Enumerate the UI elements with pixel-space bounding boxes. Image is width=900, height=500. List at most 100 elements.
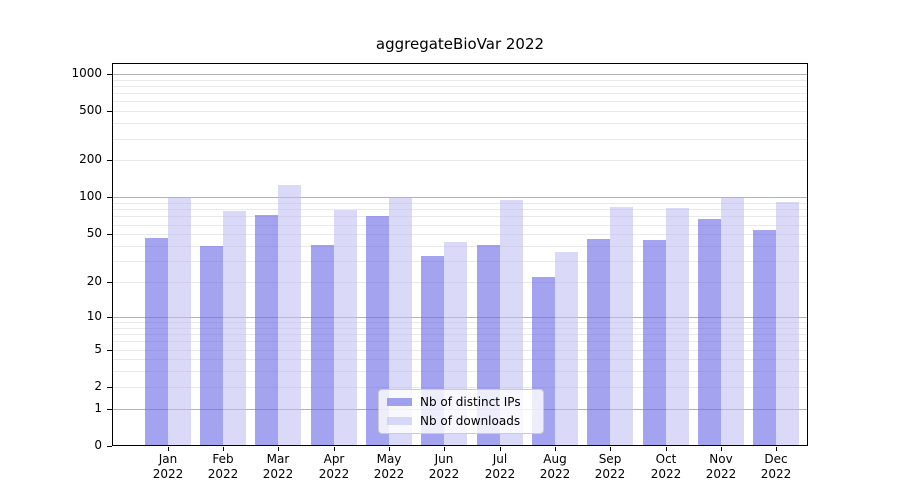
y-axis-tick-label-1000: 1000 [71,66,102,80]
gridline-minor-400 [113,123,807,124]
y-axis-tick-label-5: 5 [94,342,102,356]
gridline-minor-70 [113,216,807,217]
y-axis-tick-20 [107,282,112,283]
gridline-minor-60 [113,225,807,226]
x-axis-label-aug: Aug 2022 [527,452,583,482]
x-axis-month: Dec [764,452,788,466]
gridline-minor-50 [113,234,807,235]
y-axis-tick-label-10: 10 [86,309,102,323]
x-axis-month: Jul [492,452,508,466]
x-axis-year: 2022 [650,467,682,481]
y-axis-tick-label-20: 20 [86,274,102,288]
y-axis-tick-label-0: 0 [94,438,102,452]
x-axis-label-jul: Jul 2022 [472,452,528,482]
x-axis-month: Nov [709,452,733,466]
x-axis-label-oct: Oct 2022 [638,452,694,482]
bar-distinct-ips-apr [310,244,334,446]
legend-swatch-distinct-ips [387,398,412,406]
x-axis-month: May [376,452,402,466]
gridline-minor-200 [113,160,807,161]
x-axis-tick-jul [500,447,501,451]
x-axis-year: 2022 [484,467,516,481]
legend-label-distinct-ips: Nb of distinct IPs [420,395,521,409]
x-axis-month: Jan [158,452,178,466]
x-axis-month: Apr [323,452,345,466]
gridline-minor-700 [113,93,807,94]
y-axis-tick-2 [107,387,112,388]
x-axis-year: 2022 [318,467,350,481]
x-axis-year: 2022 [705,467,737,481]
gridline-minor-900 [113,80,807,81]
x-axis-label-apr: Apr 2022 [306,452,362,482]
y-axis-tick-0 [107,446,112,447]
y-axis-tick-5 [107,350,112,351]
bar-downloads-sep [610,207,634,446]
y-axis-tick-label-1: 1 [94,401,102,415]
x-axis-tick-sep [610,447,611,451]
x-axis-label-may: May 2022 [361,452,417,482]
x-axis-label-feb: Feb 2022 [195,452,251,482]
bar-downloads-apr [333,210,357,446]
x-axis-tick-jan [168,447,169,451]
x-axis-month: Feb [212,452,234,466]
x-axis-year: 2022 [594,467,626,481]
y-axis-tick-label-100: 100 [79,189,102,203]
y-axis-tick-50 [107,234,112,235]
x-axis-label-mar: Mar 2022 [250,452,306,482]
gridline-minor-600 [113,101,807,102]
bar-distinct-ips-nov [698,218,721,446]
bar-downloads-feb [222,211,246,446]
gridline-minor-500 [113,111,807,112]
x-axis-tick-may [389,447,390,451]
x-axis-label-sep: Sep 2022 [582,452,638,482]
legend: Nb of distinct IPs Nb of downloads [378,389,544,434]
x-axis-label-dec: Dec 2022 [748,452,804,482]
legend-item-distinct-ips: Nb of distinct IPs [387,395,543,409]
gridline-minor-800 [113,86,807,87]
x-axis-year: 2022 [152,467,184,481]
y-axis-tick-100 [107,197,112,198]
y-axis-tick-1000 [107,74,112,75]
x-axis-label-jan: Jan 2022 [140,452,196,482]
gridline-minor-300 [113,139,807,140]
x-axis-tick-mar [278,447,279,451]
y-axis-tick-label-500: 500 [79,103,102,117]
bar-downloads-dec [776,201,800,446]
x-axis-label-nov: Nov 2022 [693,452,749,482]
gridline-minor-90 [113,203,807,204]
x-axis-month: Sep [598,452,622,466]
x-axis-month: Oct [655,452,677,466]
legend-swatch-downloads [387,417,412,425]
x-axis-tick-aug [555,447,556,451]
gridline-major-100 [113,197,807,198]
y-axis-tick-10 [107,317,112,318]
y-axis-tick-500 [107,111,112,112]
gridline-major-1000 [113,74,807,75]
bar-distinct-ips-sep [587,238,611,446]
x-axis-tick-jun [444,447,445,451]
x-axis-tick-nov [721,447,722,451]
x-axis-month: Aug [543,452,567,466]
chart-title: aggregateBioVar 2022 [375,35,545,53]
bar-downloads-jan [167,197,191,446]
x-axis-month: Jun [434,452,454,466]
bar-downloads-may [388,197,412,446]
x-axis-tick-feb [223,447,224,451]
x-axis-label-jun: Jun 2022 [416,452,472,482]
bar-distinct-ips-feb [199,246,223,446]
bar-downloads-aug [555,251,578,446]
bar-distinct-ips-dec [753,230,777,446]
y-axis-tick-200 [107,160,112,161]
y-axis-tick-1 [107,409,112,410]
bar-distinct-ips-jan [144,237,168,446]
y-axis-tick-label-2: 2 [94,379,102,393]
bar-downloads-mar [278,185,302,446]
x-axis-tick-dec [776,447,777,451]
bar-downloads-nov [721,197,744,446]
bar-distinct-ips-mar [255,214,279,446]
y-axis-tick-label-50: 50 [86,226,102,240]
bar-distinct-ips-may [365,215,389,446]
bar-downloads-oct [665,208,689,446]
bar-downloads-jul [499,200,523,446]
